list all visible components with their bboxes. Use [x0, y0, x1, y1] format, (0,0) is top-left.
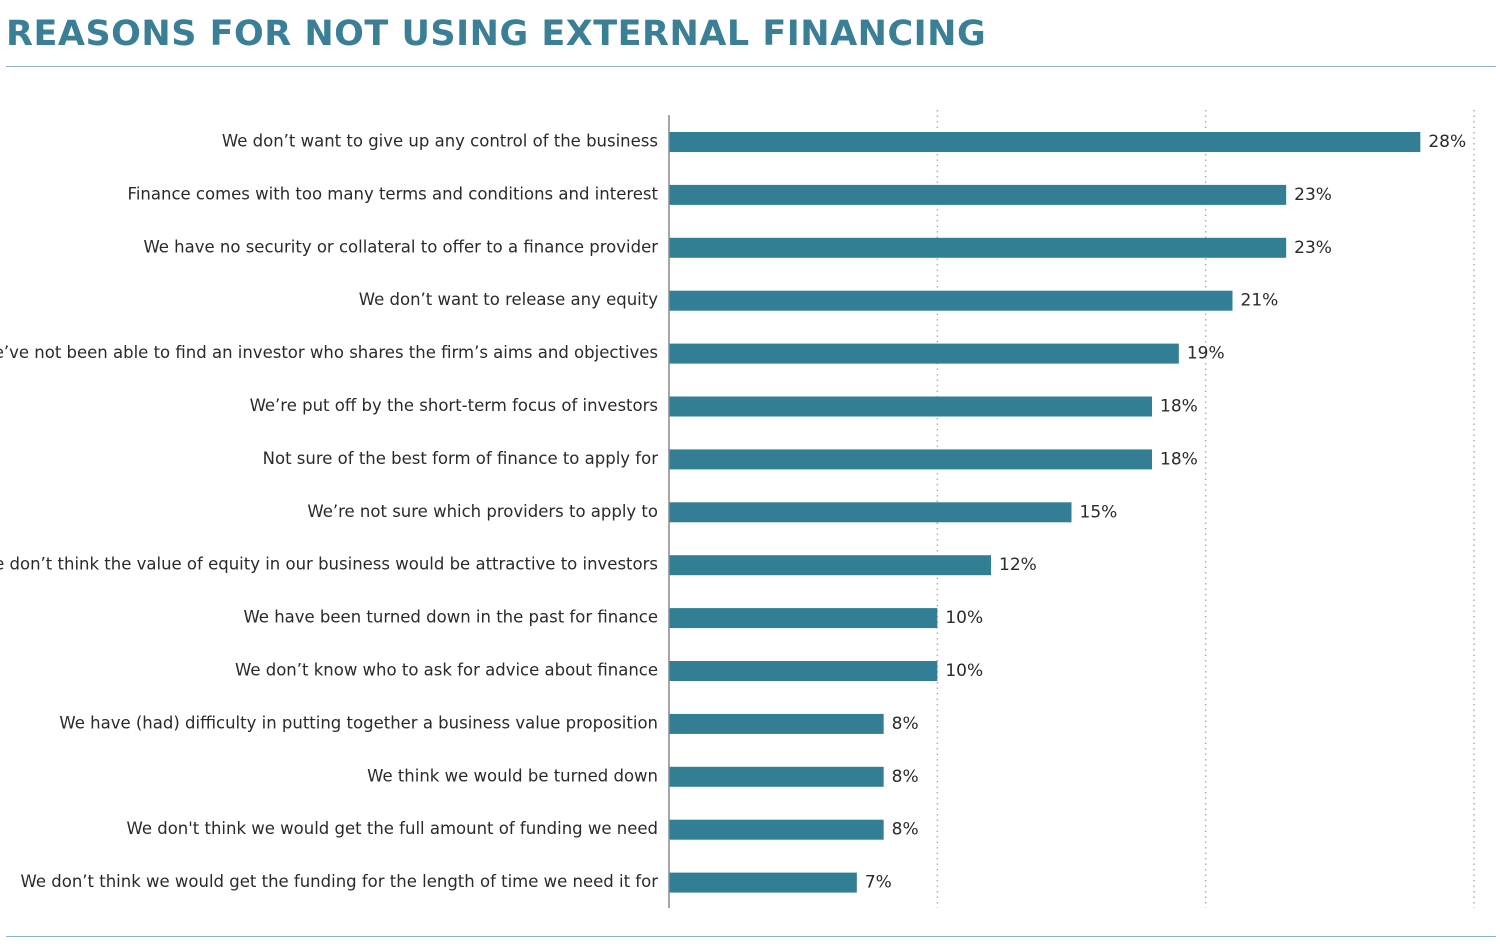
value-label: 19%	[1187, 344, 1225, 364]
bar	[669, 449, 1152, 470]
category-label: Not sure of the best form of finance to …	[263, 449, 659, 468]
bar	[669, 184, 1287, 205]
category-label: We think we would be turned down	[367, 766, 658, 785]
bar	[669, 502, 1072, 523]
category-label: We have (had) difficulty in putting toge…	[59, 713, 658, 732]
bar	[669, 661, 938, 681]
bar	[669, 396, 1152, 417]
category-label: We have no security or collateral to off…	[143, 237, 658, 256]
value-label: 18%	[1160, 449, 1198, 469]
category-label: We don't think we would get the full amo…	[126, 819, 658, 838]
category-label: We don’t want to release any equity	[359, 290, 658, 309]
bars	[669, 132, 1421, 893]
chart-title: REASONS FOR NOT USING EXTERNAL FINANCING	[6, 14, 987, 54]
category-label: We don’t think the value of equity in ou…	[0, 555, 658, 574]
value-label: 8%	[892, 820, 919, 840]
bar	[669, 343, 1179, 364]
bar	[669, 713, 884, 734]
category-label: We have been turned down in the past for…	[243, 608, 658, 627]
category-labels: We don’t want to give up any control of …	[0, 132, 659, 892]
value-labels: 28% 23% 23% 21% 19% 18% 18% 15% 12% 10% 10% 8% 8% 8% 7…	[865, 132, 1466, 893]
bar	[669, 608, 938, 629]
bar	[669, 555, 991, 576]
value-label: 12%	[999, 555, 1037, 575]
value-label: 8%	[892, 714, 919, 734]
category-label: We’re not sure which providers to apply …	[307, 502, 658, 521]
value-label: 10%	[945, 661, 983, 681]
bar	[669, 766, 884, 787]
category-label: We’ve not been able to find an investor …	[0, 343, 658, 362]
bar	[669, 872, 857, 893]
title-divider	[6, 66, 1496, 67]
bottom-divider	[6, 936, 1496, 937]
bar	[669, 290, 1233, 311]
value-label: 10%	[945, 608, 983, 628]
value-label: 23%	[1294, 185, 1332, 205]
category-label: We’re put off by the short-term focus of…	[250, 396, 658, 415]
value-label: 7%	[865, 873, 892, 893]
bar	[669, 819, 884, 840]
category-label: We don’t want to give up any control of …	[222, 132, 658, 151]
value-label: 8%	[892, 767, 919, 787]
value-label: 18%	[1160, 397, 1198, 417]
category-label: We don’t know who to ask for advice abou…	[235, 661, 658, 680]
value-label: 21%	[1241, 291, 1279, 311]
category-label: We don’t think we would get the funding …	[21, 872, 659, 891]
value-label: 28%	[1428, 132, 1466, 152]
value-label: 23%	[1294, 238, 1332, 258]
bar	[669, 132, 1421, 152]
value-label: 15%	[1080, 502, 1118, 522]
bar	[669, 237, 1287, 258]
category-label: Finance comes with too many terms and co…	[128, 184, 659, 203]
